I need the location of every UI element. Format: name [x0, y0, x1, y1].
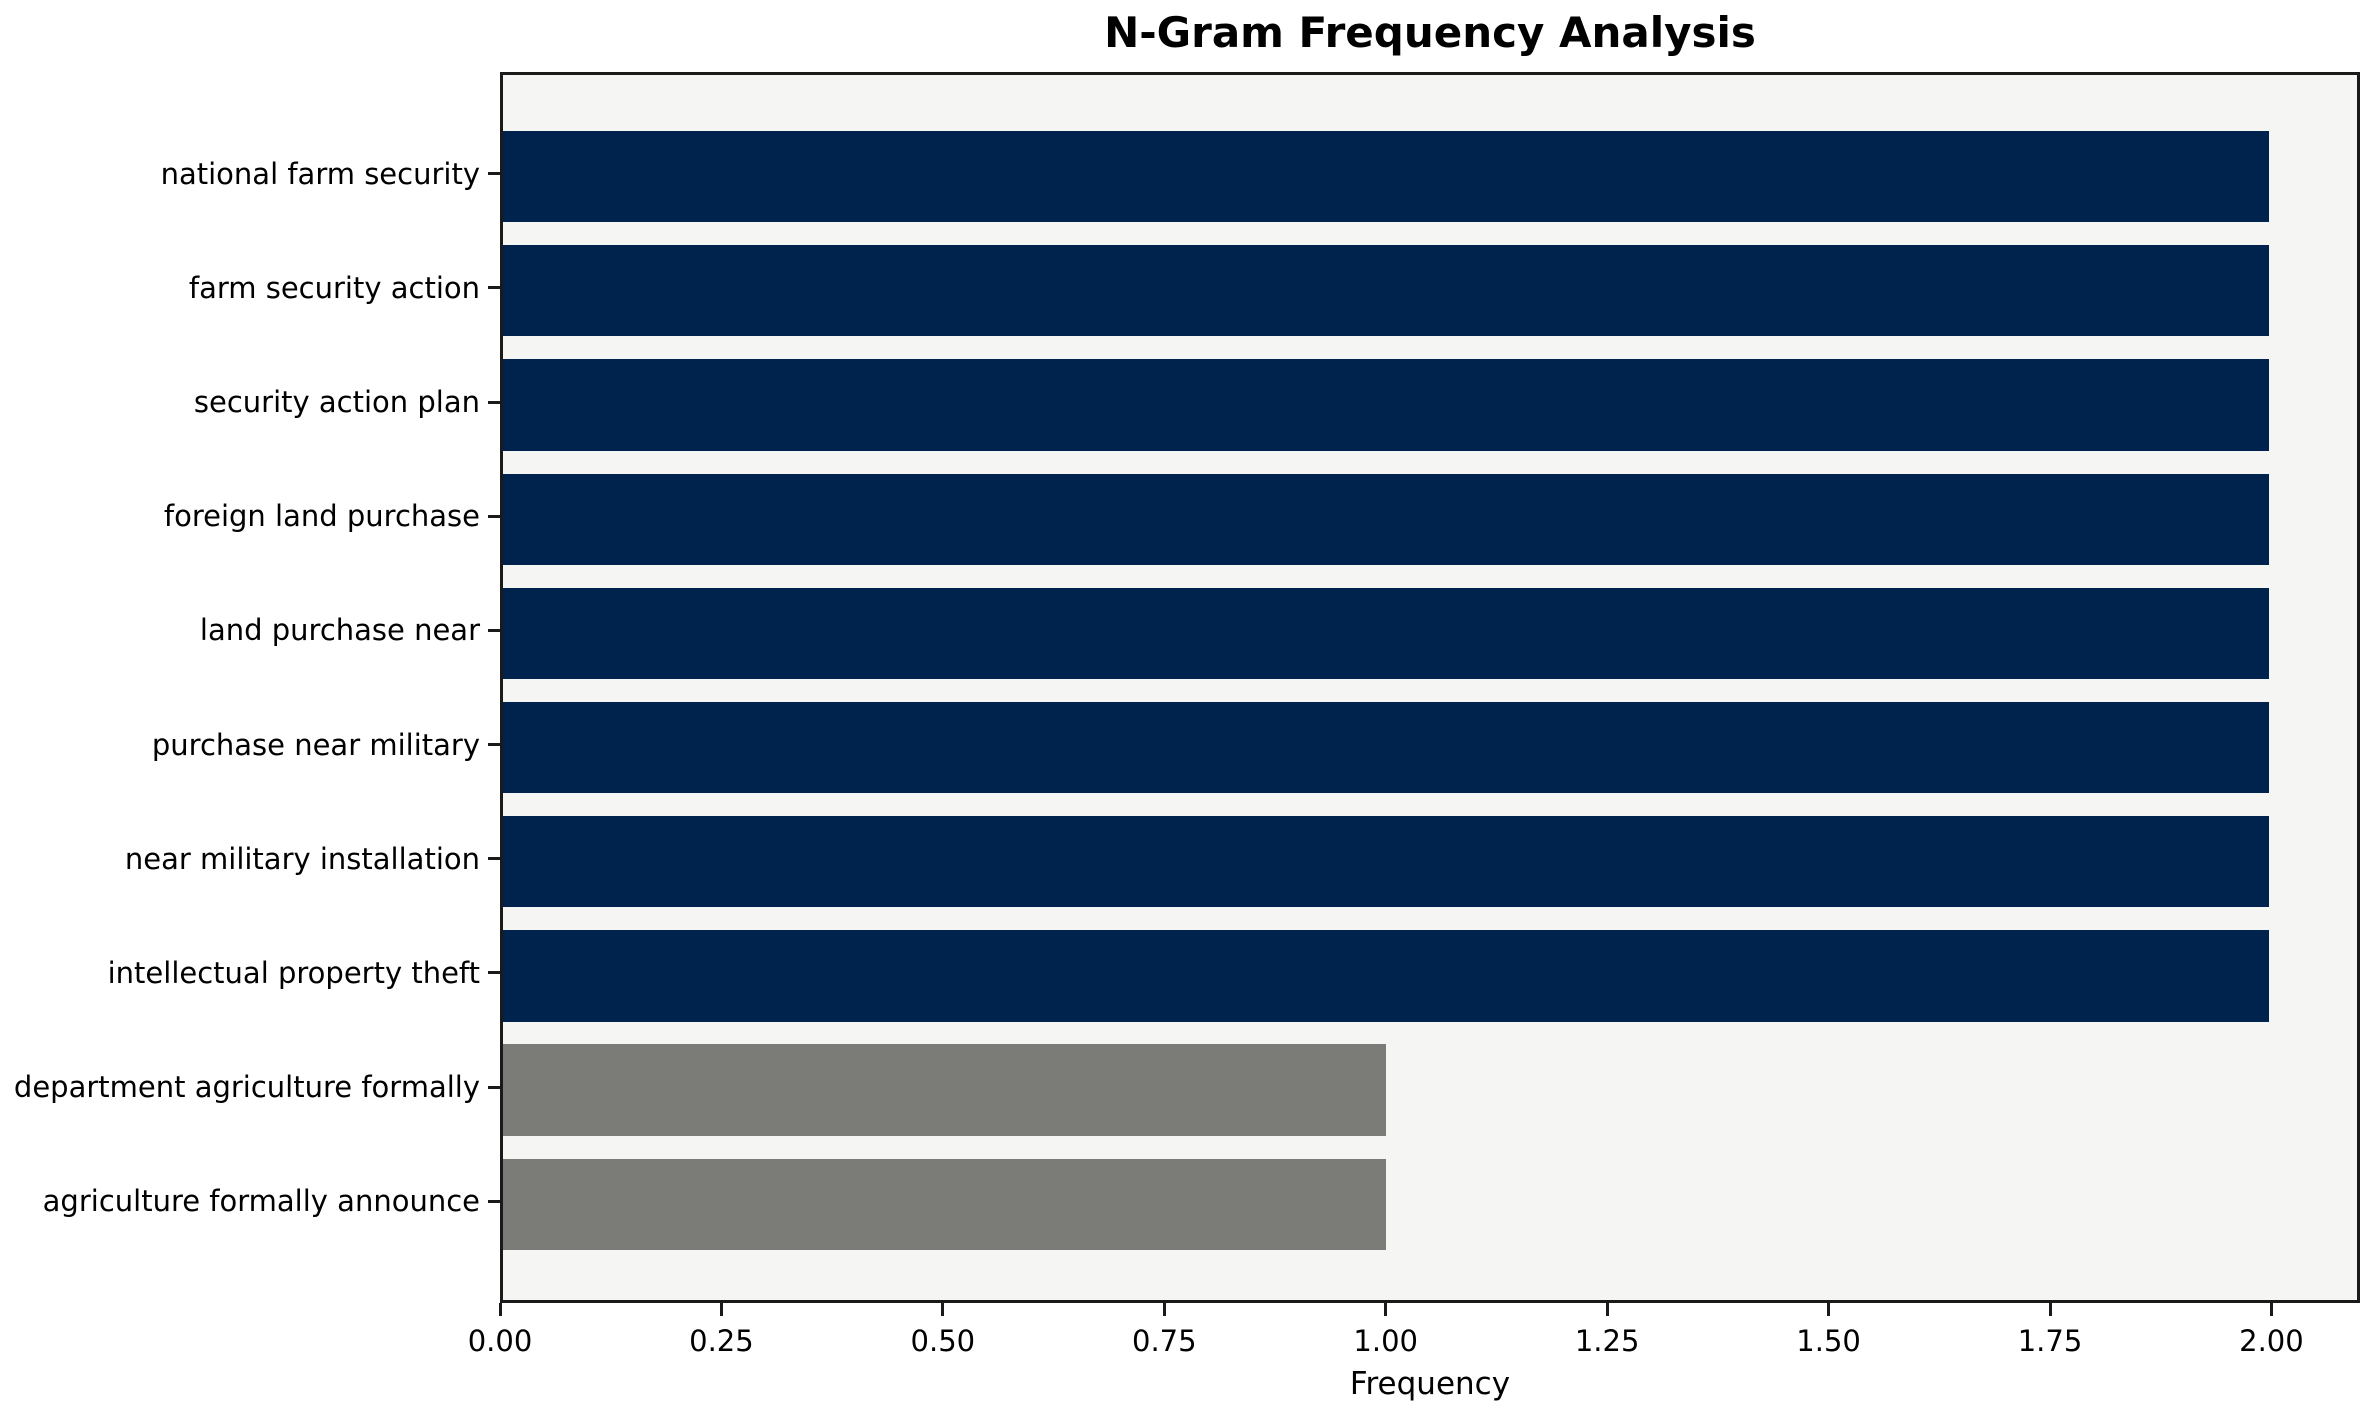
- y-tick-label: purchase near military: [151, 727, 480, 762]
- y-tick-label: near military installation: [124, 841, 480, 876]
- y-tick-mark: [488, 628, 500, 632]
- y-tick-label: agriculture formally announce: [42, 1184, 480, 1219]
- x-axis-label: Frequency: [1349, 1366, 1511, 1402]
- bar: [503, 245, 2269, 337]
- bar: [503, 1044, 1386, 1136]
- bar: [503, 359, 2269, 451]
- y-tick-mark: [488, 971, 500, 975]
- bar: [503, 130, 2269, 223]
- plot-area: [500, 72, 2360, 1303]
- x-tick-label: 1.00: [1353, 1324, 1418, 1358]
- y-tick-label: intellectual property theft: [107, 955, 480, 990]
- y-tick-label: security action plan: [193, 385, 480, 420]
- y-tick-mark: [488, 400, 500, 404]
- bar: [503, 1158, 1386, 1251]
- bar: [503, 701, 2269, 794]
- x-tick-mark: [941, 1303, 945, 1316]
- x-tick-mark: [1384, 1303, 1388, 1316]
- y-tick-mark: [488, 172, 500, 176]
- x-tick-label: 0.00: [467, 1324, 533, 1358]
- y-tick-label: foreign land purchase: [163, 499, 480, 534]
- y-tick-mark: [488, 514, 500, 518]
- y-tick-mark: [488, 286, 500, 290]
- x-tick-mark: [1827, 1303, 1831, 1316]
- x-tick-label: 1.50: [1796, 1324, 1861, 1358]
- y-tick-mark: [488, 743, 500, 747]
- x-tick-mark: [498, 1303, 502, 1316]
- x-tick-label: 0.50: [910, 1324, 976, 1358]
- x-tick-label: 1.75: [2017, 1324, 2083, 1358]
- y-tick-label: land purchase near: [199, 613, 480, 648]
- x-tick-label: 2.00: [2239, 1324, 2304, 1358]
- x-tick-mark: [1605, 1303, 1609, 1316]
- bar: [503, 473, 2269, 565]
- x-tick-label: 0.25: [689, 1324, 754, 1358]
- bar: [503, 930, 2269, 1022]
- x-tick-label: 1.25: [1574, 1324, 1640, 1358]
- x-tick-mark: [1162, 1303, 1166, 1316]
- y-tick-label: department agriculture formally: [13, 1070, 480, 1105]
- chart-title: N-Gram Frequency Analysis: [1104, 8, 1756, 57]
- bar: [503, 587, 2269, 680]
- y-tick-mark: [488, 857, 500, 861]
- x-tick-mark: [2269, 1303, 2273, 1316]
- x-tick-mark: [2048, 1303, 2052, 1316]
- y-tick-label: farm security action: [188, 270, 480, 305]
- x-tick-label: 0.75: [1131, 1324, 1197, 1358]
- x-tick-mark: [719, 1303, 723, 1316]
- bar: [503, 816, 2269, 908]
- y-tick-mark: [488, 1085, 500, 1089]
- y-tick-mark: [488, 1199, 500, 1203]
- y-tick-label: national farm security: [160, 156, 480, 191]
